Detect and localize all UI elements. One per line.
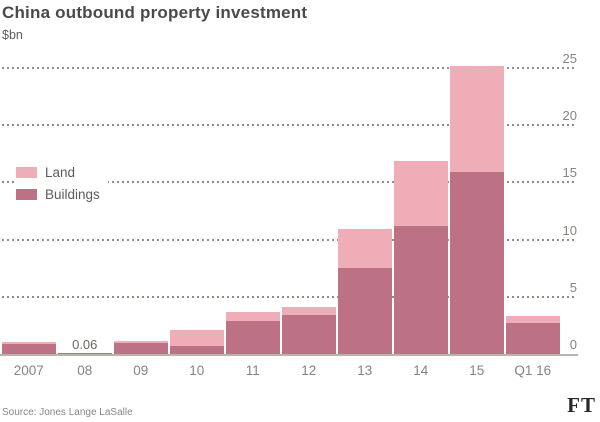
x-axis-label: 09 [133, 363, 149, 378]
x-axis-line [0, 354, 578, 356]
x-axis-label: 2007 [13, 363, 44, 378]
x-axis-label: 14 [413, 363, 429, 378]
bar-segment-land [2, 342, 56, 344]
buildings-color-swatch [16, 188, 37, 200]
legend-item-land: Land [16, 162, 108, 184]
bar-segment-buildings [506, 323, 560, 354]
gridline-10 [2, 238, 577, 241]
x-axis-label: 10 [189, 363, 205, 378]
bar-segment-buildings [450, 172, 504, 354]
bar-segment-land [170, 329, 224, 346]
x-axis-label: 11 [245, 363, 260, 378]
y-axis-tick-label: 20 [562, 108, 577, 124]
gridline-25 [2, 67, 577, 69]
chart-title: China outbound property investment [2, 3, 308, 22]
y-axis-tick-label: 15 [562, 165, 577, 181]
gridline-5 [2, 295, 577, 298]
bar-segment-land [450, 65, 504, 173]
source-credit: Source: Jones Lange LaSalle [2, 407, 133, 418]
bar-segment-buildings [114, 342, 168, 354]
bar-segment-buildings [282, 315, 336, 354]
bar-segment-buildings [226, 320, 280, 354]
bar-segment-land [338, 229, 392, 269]
x-axis-label: Q1 16 [514, 363, 552, 378]
bar-segment-land [282, 307, 336, 316]
x-axis-label: 15 [469, 363, 485, 378]
y-axis-tick-label: 10 [562, 222, 577, 238]
value-annotation: 0.06 [72, 337, 98, 352]
legend-label-buildings: Buildings [45, 186, 100, 202]
bar-segment-land [506, 315, 560, 324]
bar-segment-buildings [58, 353, 112, 354]
chart-unit-label: $bn [2, 28, 23, 42]
ft-logo: FT [567, 393, 596, 417]
legend-item-buildings: Buildings [16, 183, 108, 205]
x-axis-label: 12 [301, 363, 317, 378]
legend-label-land: Land [45, 165, 76, 181]
bar-segment-buildings [338, 268, 392, 354]
gridline-15 [2, 181, 577, 184]
x-axis-label: 13 [357, 363, 373, 378]
y-axis-tick-label: 5 [569, 279, 577, 295]
bar-segment-land [114, 340, 168, 343]
bar-segment-land [226, 312, 280, 321]
bar-segment-buildings [2, 343, 56, 354]
gridline-20 [2, 124, 577, 127]
y-axis-tick-label: 25 [562, 51, 577, 66]
legend: Land Buildings [16, 162, 108, 205]
land-color-swatch [16, 167, 37, 179]
bar-segment-buildings [170, 346, 224, 354]
y-axis-tick-label: 0 [569, 337, 577, 352]
bar-segment-land [394, 160, 448, 226]
x-axis-label: 08 [77, 363, 93, 378]
bar-segment-buildings [394, 225, 448, 354]
